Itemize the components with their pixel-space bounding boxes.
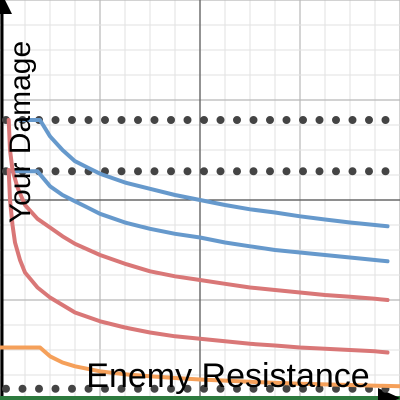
y-axis-arrow [0,0,12,14]
series-line-1 [18,118,390,229]
series-line-4 [6,168,390,355]
series-lines [0,118,400,389]
y-axis-label: Your Damage [4,41,37,223]
x-axis-label: Enemy Resistance [86,357,369,395]
series-line-2 [8,169,390,264]
reference-lines [2,116,398,393]
series-line-5 [0,345,400,389]
series-line-3 [6,118,390,302]
